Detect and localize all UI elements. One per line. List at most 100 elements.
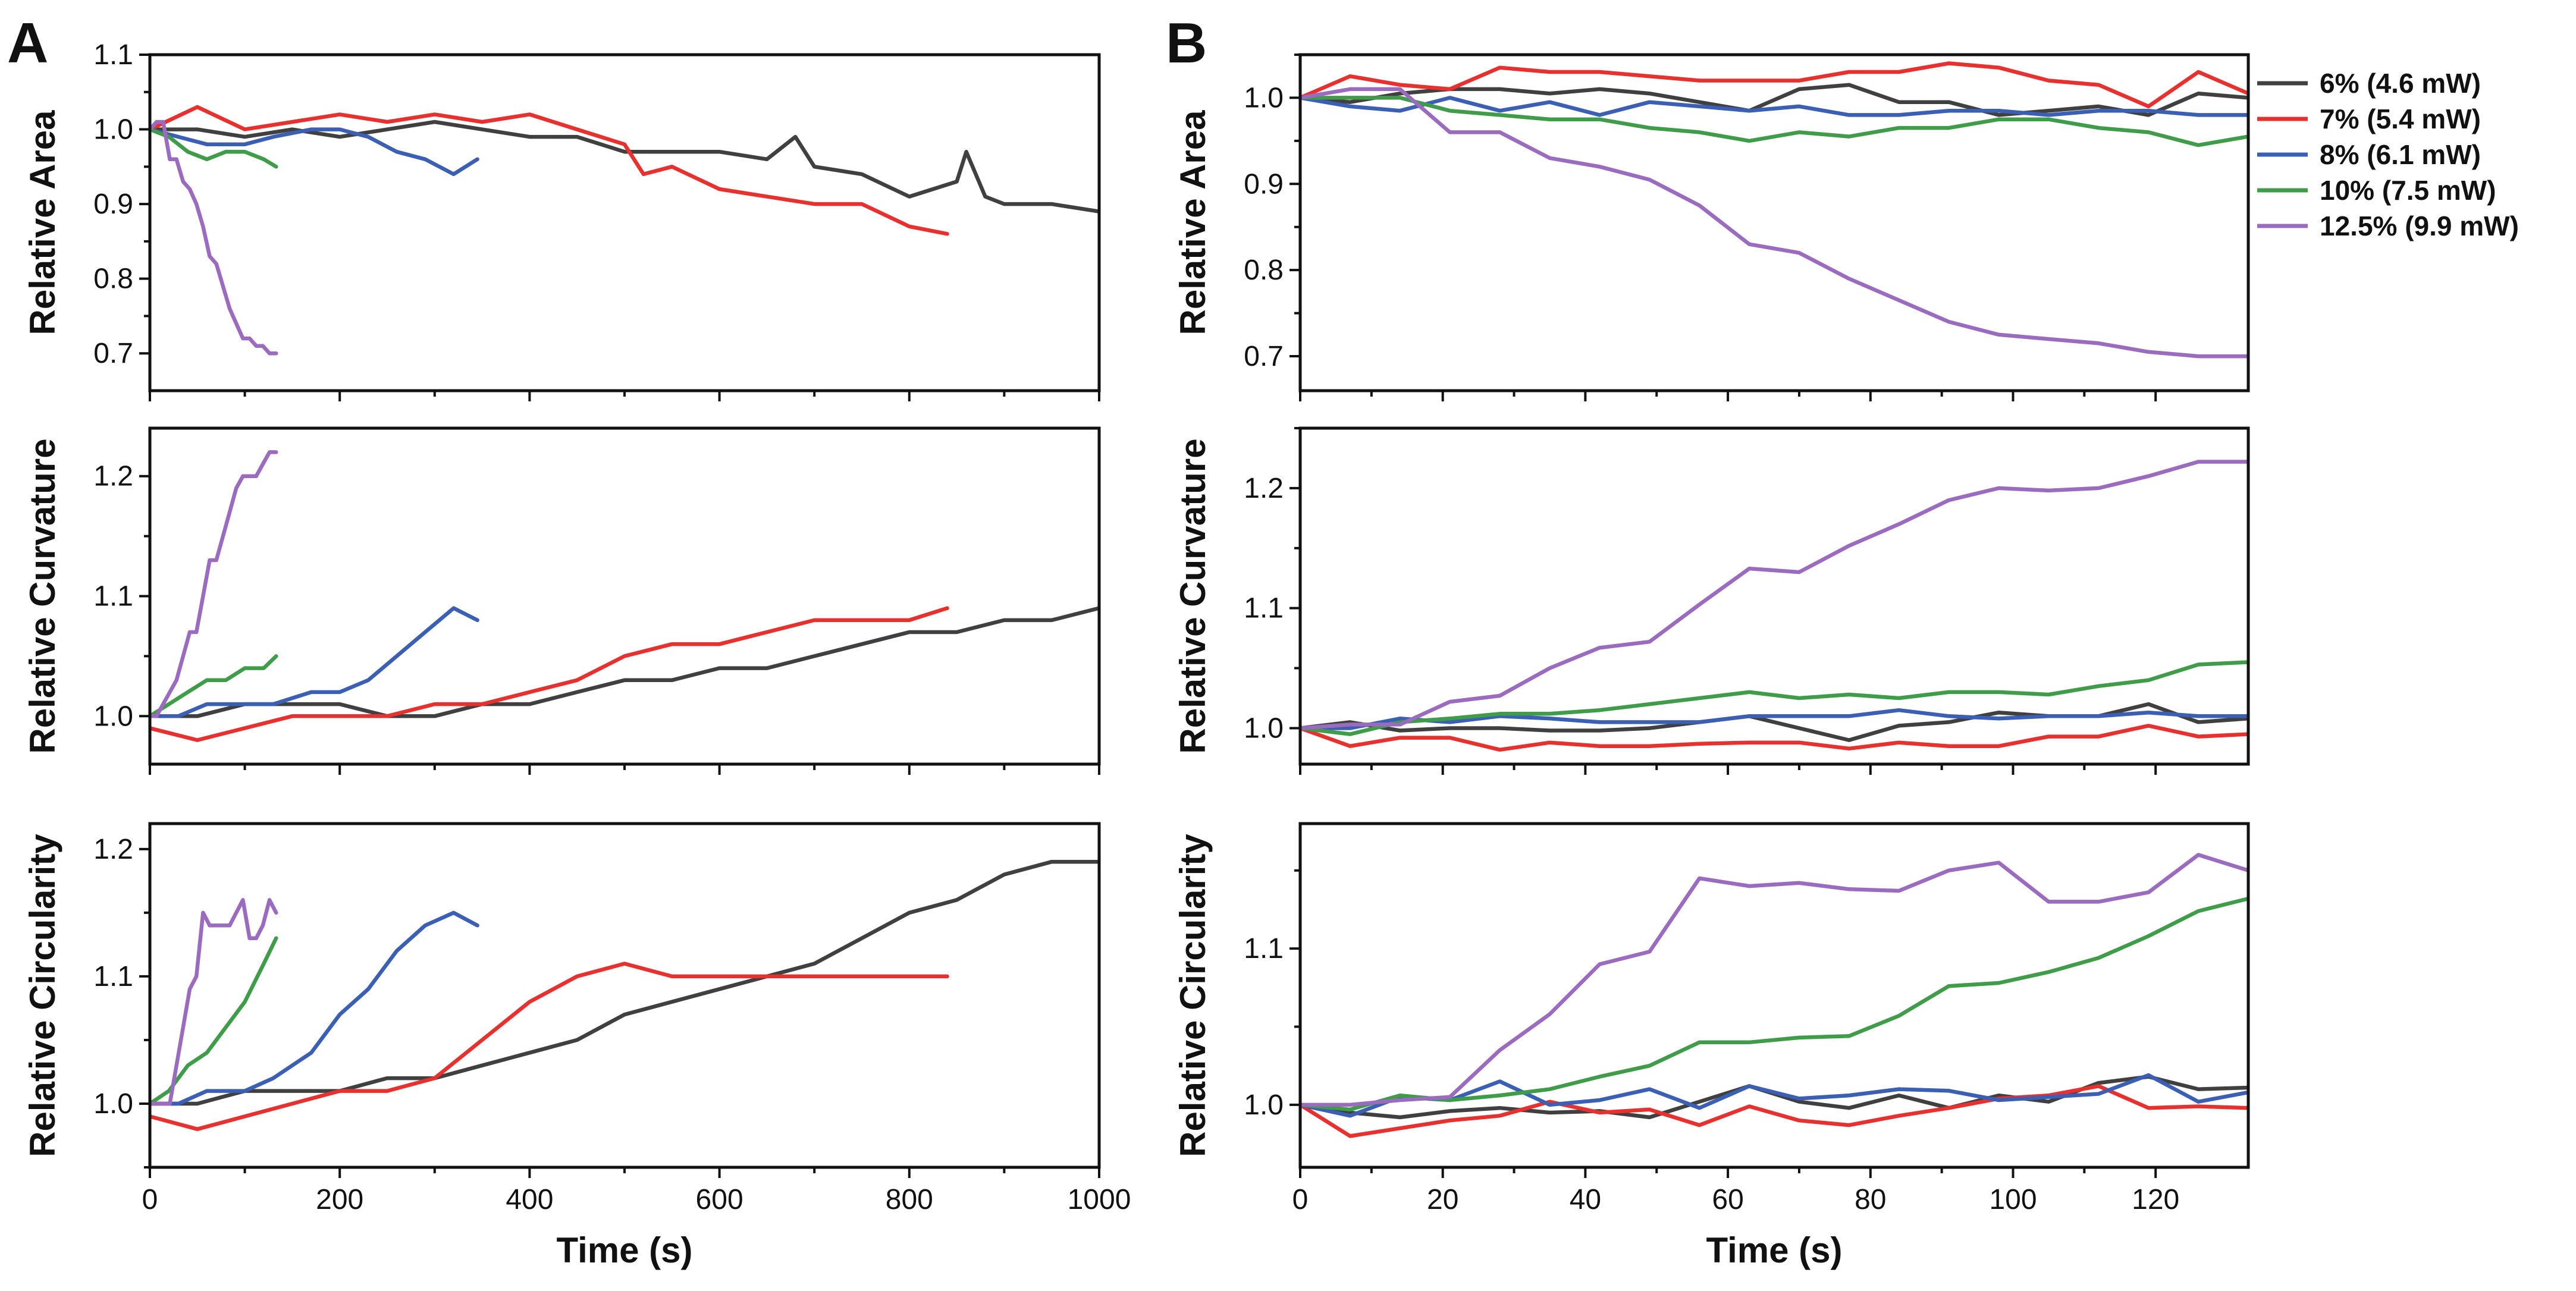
y-tick-label: 0.7 [93, 338, 133, 369]
y-axis-label: Relative Circularity [23, 834, 62, 1157]
series-line-8pct [1300, 96, 2248, 117]
subplot-5: 1.0 1.1 1.2 Relative Curvature [1173, 426, 2250, 775]
y-tick-label: 0.8 [93, 263, 133, 295]
series-line-10pct [150, 127, 278, 169]
y-axis-label: Relative Area [1173, 110, 1213, 335]
y-axis-label: Relative Curvature [23, 438, 62, 753]
legend-label: 10% (7.5 mW) [2320, 175, 2496, 206]
x-tick-label: 400 [506, 1184, 553, 1215]
series-line-8pct [150, 910, 479, 1106]
series-line-10pct [1300, 660, 2248, 736]
series-line-7pct [1300, 724, 2248, 752]
plot-frame [148, 822, 1101, 1169]
series-line-8pct [1300, 1073, 2248, 1118]
x-tick-label: 60 [1712, 1184, 1743, 1215]
subplot-4: 0.7 0.8 0.9 1.0 Relative Area [1173, 53, 2250, 401]
x-tick-label: 100 [1989, 1184, 2037, 1215]
series-line-8pct [150, 127, 479, 177]
series-line-7pct [150, 606, 949, 742]
x-tick-label: 40 [1570, 1184, 1601, 1215]
plots: 0.7 0.8 0.9 1.0 1.1 Relative Area 1.0 1.1 1.2 Rel… [23, 39, 2250, 1270]
y-tick-label: 1.1 [93, 39, 133, 71]
series-line-8pct [150, 606, 479, 718]
y-tick-label: 0.7 [1244, 341, 1284, 372]
legend-entry: 8% (6.1 mW) [2257, 139, 2481, 170]
y-tick-label: 1.0 [1244, 82, 1284, 114]
series-line-6pct [1300, 83, 2248, 117]
series-line-6pct [150, 606, 1099, 718]
legend-entry: 7% (5.4 mW) [2257, 103, 2481, 134]
series-line-6pct [150, 859, 1099, 1106]
y-tick-label: 1.2 [93, 461, 133, 492]
legend-label: 8% (6.1 mW) [2320, 139, 2481, 170]
y-tick-label: 1.1 [93, 961, 133, 992]
subplot-1: 0.7 0.8 0.9 1.0 1.1 Relative Area [23, 39, 1101, 401]
legend-entry: 10% (7.5 mW) [2257, 175, 2496, 206]
series-group [1300, 61, 2248, 359]
y-tick-label: 1.0 [93, 1088, 133, 1120]
plot-frame [1298, 426, 2250, 766]
y-tick-label: 0.8 [1244, 255, 1284, 286]
subplot-2: 1.0 1.1 1.2 Relative Curvature [23, 426, 1101, 775]
plot-frame [1298, 53, 2250, 392]
x-tick-label: 0 [1292, 1184, 1309, 1215]
legend: 6% (4.6 mW) 7% (5.4 mW) 8% (6.1 mW) 10% … [2257, 68, 2519, 241]
series-line-12.5pct [150, 898, 278, 1106]
x-tick-label: 0 [142, 1184, 158, 1215]
x-axis-label: Time (s) [557, 1230, 693, 1270]
panel-letter-b: B [1166, 11, 1207, 75]
y-tick-label: 1.0 [1244, 712, 1284, 744]
legend-entry: 6% (4.6 mW) [2257, 68, 2481, 99]
x-tick-label: 20 [1427, 1184, 1458, 1215]
x-tick-label: 600 [696, 1184, 743, 1215]
legend-entry: 12.5% (9.9 mW) [2257, 211, 2519, 241]
series-line-10pct [150, 936, 278, 1106]
y-tick-label: 1.2 [93, 834, 133, 865]
series-line-12.5pct [1300, 87, 2248, 359]
series-group [150, 450, 1099, 742]
series-line-12.5pct [150, 450, 278, 718]
series-line-10pct [150, 654, 278, 718]
plot-frame [148, 53, 1101, 392]
series-group [150, 859, 1099, 1132]
plot-frame [148, 426, 1101, 766]
series-line-8pct [1300, 708, 2248, 730]
x-tick-label: 1000 [1068, 1184, 1131, 1215]
y-tick-label: 1.0 [1244, 1089, 1284, 1121]
series-line-10pct [1300, 96, 2248, 147]
panel-letter-a: A [7, 11, 48, 75]
x-tick-label: 80 [1855, 1184, 1886, 1215]
x-tick-label: 120 [2132, 1184, 2179, 1215]
series-line-7pct [1300, 61, 2248, 109]
y-axis-label: Relative Circularity [1173, 834, 1213, 1157]
y-axis-label: Relative Area [23, 110, 62, 335]
plot-frame [1298, 822, 2250, 1169]
y-tick-label: 1.0 [93, 701, 133, 732]
series-line-10pct [1300, 896, 2248, 1112]
y-tick-label: 1.1 [1244, 593, 1284, 624]
y-tick-label: 1.1 [1244, 933, 1284, 965]
y-tick-label: 1.0 [93, 114, 133, 146]
series-group [150, 105, 1099, 356]
y-axis-label: Relative Curvature [1173, 438, 1213, 753]
series-line-12.5pct [1300, 460, 2248, 730]
x-tick-label: 200 [316, 1184, 363, 1215]
x-axis-label: Time (s) [1706, 1230, 1843, 1270]
series-line-7pct [150, 962, 949, 1132]
y-tick-label: 1.2 [1244, 473, 1284, 504]
y-tick-label: 1.1 [93, 581, 133, 612]
series-line-7pct [150, 105, 949, 236]
series-group [1300, 853, 2248, 1138]
subplot-3: 0 200 400 600 800 1000 1.0 1.1 1.2 Relative Circu… [23, 822, 1131, 1270]
series-group [1300, 460, 2248, 752]
x-tick-label: 800 [886, 1184, 933, 1215]
y-tick-label: 0.9 [93, 189, 133, 220]
legend-label: 12.5% (9.9 mW) [2320, 211, 2519, 241]
series-line-7pct [1300, 1084, 2248, 1138]
legend-label: 7% (5.4 mW) [2320, 103, 2481, 134]
subplot-6: 0 20 40 60 80 100 120 1.0 1.1 Relative Circularit… [1173, 822, 2250, 1270]
series-line-12.5pct [150, 120, 278, 356]
legend-label: 6% (4.6 mW) [2320, 68, 2481, 99]
series-line-6pct [150, 120, 1099, 213]
